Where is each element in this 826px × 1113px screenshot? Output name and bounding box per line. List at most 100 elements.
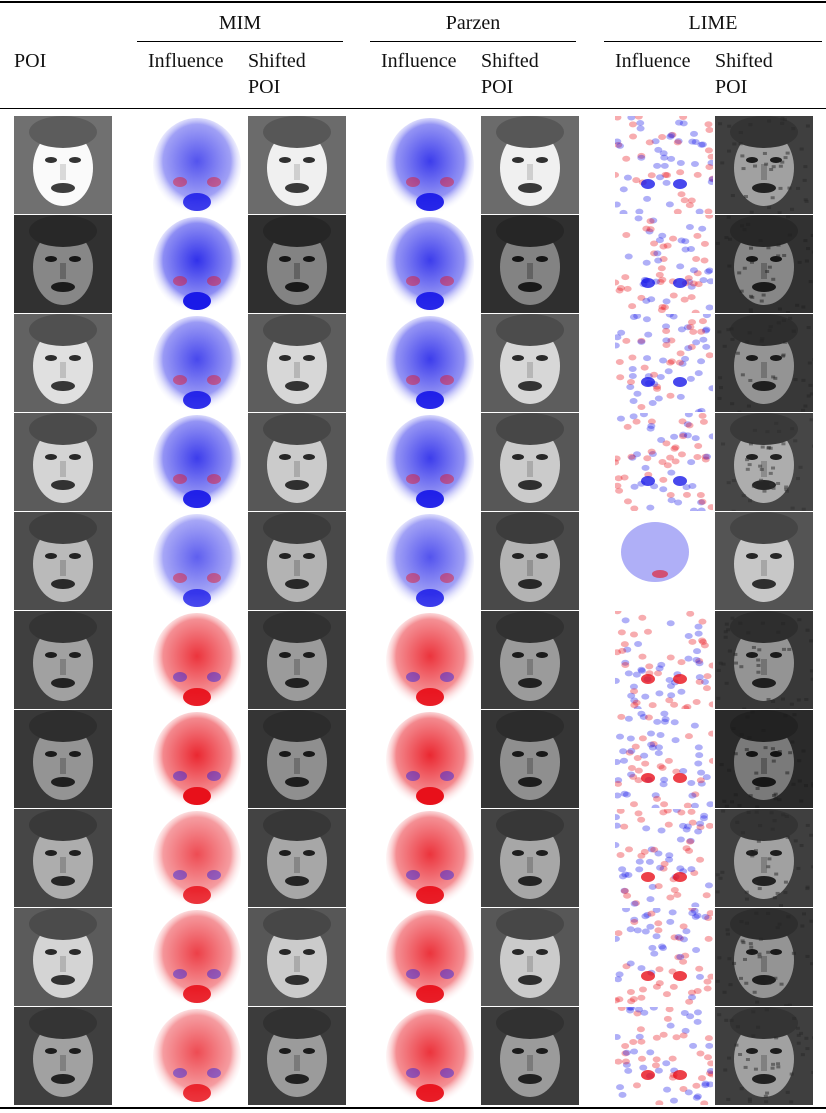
cell-parzen-shifted — [481, 215, 579, 313]
parzen-shifted-image — [481, 512, 579, 610]
bottom-rule — [0, 1107, 826, 1109]
cell-mim-shifted — [248, 215, 346, 313]
mim-influence-image — [148, 1007, 246, 1105]
parzen-influence-image — [381, 314, 479, 412]
cell-poi — [14, 710, 112, 808]
mim-influence-image — [148, 215, 246, 313]
cell-mim-influence — [148, 413, 246, 511]
cell-parzen-influence — [381, 809, 479, 907]
parzen-influence-image — [381, 809, 479, 907]
cell-parzen-influence — [381, 512, 479, 610]
lime-shifted-image — [715, 710, 813, 808]
cell-lime-influence — [615, 116, 713, 214]
lime-influence-image — [615, 611, 713, 709]
cell-poi — [14, 413, 112, 511]
cell-poi — [14, 809, 112, 907]
lime-influence-image — [615, 215, 713, 313]
cell-parzen-shifted — [481, 314, 579, 412]
cell-lime-influence — [615, 908, 713, 1006]
mim-shifted-image — [248, 1007, 346, 1105]
cell-mim-shifted — [248, 116, 346, 214]
mim-influence-image — [148, 116, 246, 214]
lime-influence-image — [615, 1007, 713, 1105]
parzen-shifted-image — [481, 809, 579, 907]
poi-image — [14, 512, 112, 610]
cell-mim-shifted — [248, 908, 346, 1006]
mim-shifted-image — [248, 314, 346, 412]
cell-poi — [14, 116, 112, 214]
cell-mim-shifted — [248, 710, 346, 808]
poi-image — [14, 611, 112, 709]
cell-poi — [14, 1007, 112, 1105]
poi-image — [14, 116, 112, 214]
lime-shifted-image — [715, 314, 813, 412]
lime-influence-image — [615, 809, 713, 907]
mim-influence-image — [148, 908, 246, 1006]
cell-lime-shifted — [715, 116, 813, 214]
column-header-mim-influence: Influence — [148, 50, 224, 72]
cell-parzen-influence — [381, 908, 479, 1006]
cell-lime-influence — [615, 1007, 713, 1105]
cell-lime-shifted — [715, 611, 813, 709]
mim-influence-image — [148, 710, 246, 808]
lime-shifted-image — [715, 809, 813, 907]
cell-mim-influence — [148, 215, 246, 313]
cell-parzen-shifted — [481, 710, 579, 808]
cmidrule-mim — [137, 41, 343, 42]
mim-shifted-image — [248, 611, 346, 709]
lime-influence-image — [615, 710, 713, 808]
poi-image — [14, 908, 112, 1006]
cell-lime-influence — [615, 215, 713, 313]
lime-influence-image — [615, 908, 713, 1006]
parzen-shifted-image — [481, 710, 579, 808]
cell-mim-influence — [148, 116, 246, 214]
parzen-shifted-image — [481, 611, 579, 709]
lime-influence-image — [615, 116, 713, 214]
cell-parzen-influence — [381, 215, 479, 313]
group-header-mim: MIM — [218, 12, 262, 34]
cell-mim-influence — [148, 809, 246, 907]
cell-lime-shifted — [715, 1007, 813, 1105]
poi-image — [14, 413, 112, 511]
poi-image — [14, 215, 112, 313]
cell-lime-shifted — [715, 413, 813, 511]
cell-mim-influence — [148, 512, 246, 610]
top-rule — [0, 1, 826, 3]
cell-mim-influence — [148, 314, 246, 412]
column-header-parzen-shifted: Shifted POI — [481, 50, 539, 98]
cell-parzen-shifted — [481, 1007, 579, 1105]
column-header-poi: POI — [14, 50, 47, 72]
lime-influence-image — [615, 512, 713, 610]
cell-mim-influence — [148, 611, 246, 709]
cell-parzen-influence — [381, 1007, 479, 1105]
cell-lime-influence — [615, 413, 713, 511]
mim-shifted-image — [248, 512, 346, 610]
group-header-lime: LIME — [688, 12, 738, 34]
parzen-shifted-image — [481, 314, 579, 412]
lime-shifted-image — [715, 116, 813, 214]
parzen-influence-image — [381, 215, 479, 313]
lime-shifted-image — [715, 1007, 813, 1105]
cell-lime-influence — [615, 512, 713, 610]
cell-lime-shifted — [715, 809, 813, 907]
mim-influence-image — [148, 611, 246, 709]
parzen-shifted-image — [481, 116, 579, 214]
parzen-influence-image — [381, 1007, 479, 1105]
lime-shifted-image — [715, 611, 813, 709]
poi-image — [14, 1007, 112, 1105]
mim-shifted-image — [248, 908, 346, 1006]
column-header-mim-shifted: Shifted POI — [248, 50, 306, 98]
column-header-lime-influence: Influence — [615, 50, 691, 72]
cell-poi — [14, 908, 112, 1006]
mim-influence-image — [148, 314, 246, 412]
cell-parzen-shifted — [481, 116, 579, 214]
mim-shifted-image — [248, 413, 346, 511]
parzen-shifted-image — [481, 1007, 579, 1105]
cell-poi — [14, 611, 112, 709]
cell-mim-shifted — [248, 413, 346, 511]
cell-lime-shifted — [715, 314, 813, 412]
cell-lime-shifted — [715, 908, 813, 1006]
cell-parzen-influence — [381, 710, 479, 808]
cell-lime-shifted — [715, 710, 813, 808]
